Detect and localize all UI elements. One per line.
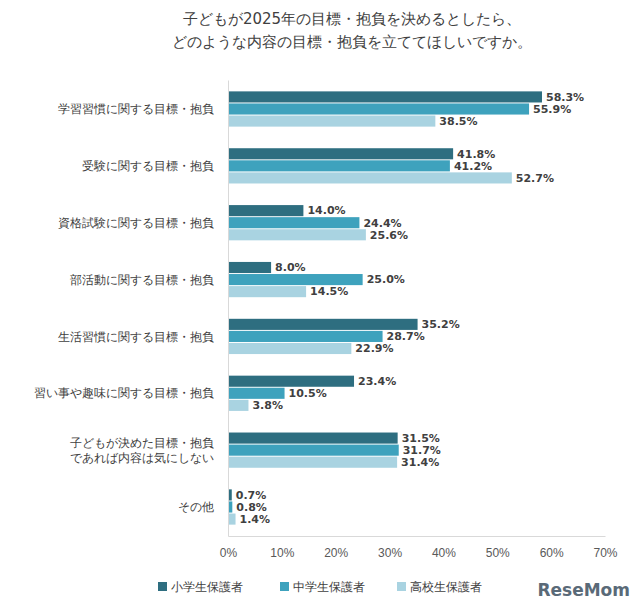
bar xyxy=(228,103,529,114)
data-label: 0.7% xyxy=(236,489,267,502)
tick: 生活習慣に関する目標・抱負 xyxy=(58,330,228,344)
data-label: 14.0% xyxy=(307,204,345,217)
axis-line xyxy=(229,536,606,537)
category-label: 学習習慣に関する目標・抱負 xyxy=(58,102,214,116)
bar xyxy=(228,433,398,444)
tick: その他 xyxy=(178,500,228,514)
title: 子どもが2025年の目標・抱負を決めるとしたら、どのような内容の目標・抱負を立て… xyxy=(172,10,532,51)
legend-label: 小学生保護者 xyxy=(171,580,243,594)
data-label: 10.5% xyxy=(289,387,327,400)
data-label: 3.8% xyxy=(252,399,283,412)
data-label: 38.5% xyxy=(439,115,477,128)
bar xyxy=(228,445,399,456)
bar xyxy=(228,343,351,354)
chart: 子どもが2025年の目標・抱負を決めるとしたら、どのような内容の目標・抱負を立て… xyxy=(0,0,640,612)
data-label: 31.5% xyxy=(402,432,440,445)
bar xyxy=(228,262,271,273)
tick: 学習習慣に関する目標・抱負 xyxy=(58,102,228,116)
category-label: 部活動に関する目標・抱負 xyxy=(70,273,214,287)
legend-swatch xyxy=(397,582,406,591)
bar xyxy=(228,116,435,127)
bar xyxy=(228,457,397,468)
data-label: 14.5% xyxy=(310,285,348,298)
bar xyxy=(228,514,236,525)
bar xyxy=(228,160,450,171)
tick: 資格試験に関する目標・抱負 xyxy=(58,216,228,230)
axis-line xyxy=(228,81,229,537)
tick: 40% xyxy=(432,536,456,560)
data-label: 35.2% xyxy=(422,318,460,331)
data-label: 25.0% xyxy=(367,273,405,286)
legend-label: 中学生保護者 xyxy=(293,580,365,594)
tick: 70% xyxy=(593,536,617,560)
legend-swatch xyxy=(158,582,167,591)
bar xyxy=(228,274,363,285)
data-label: 31.4% xyxy=(401,456,439,469)
bar xyxy=(228,148,453,159)
data-label: 41.2% xyxy=(454,160,492,173)
legend-swatch xyxy=(280,582,289,591)
category-label: 資格試験に関する目標・抱負 xyxy=(58,216,214,230)
bar xyxy=(228,319,418,330)
tick: 習い事や趣味に関する目標・抱負 xyxy=(34,386,228,400)
tick: 0% xyxy=(220,536,238,560)
data-label: 23.4% xyxy=(358,375,396,388)
tick-label: 10% xyxy=(270,546,294,560)
x-axis: 0% 10% 20% 30% 40% 50% 60% 70% xyxy=(220,536,618,560)
bar xyxy=(228,91,542,102)
bar xyxy=(228,400,248,411)
data-label: 24.4% xyxy=(363,217,401,230)
category-label: 習い事や趣味に関する目標・抱負 xyxy=(34,386,214,400)
tick-label: 70% xyxy=(593,546,617,560)
data-label: 28.7% xyxy=(387,330,425,343)
tick-label: 50% xyxy=(486,546,510,560)
tick-label: 20% xyxy=(324,546,348,560)
y-axis: 学習習慣に関する目標・抱負受験に関する目標・抱負資格試験に関する目標・抱負部活動… xyxy=(34,81,229,537)
tick: 20% xyxy=(324,536,348,560)
bar xyxy=(228,172,512,183)
data-label: 25.6% xyxy=(370,229,408,242)
category-label: 受験に関する目標・抱負 xyxy=(82,159,214,173)
annotation: ReseMom xyxy=(537,580,630,600)
data-label: 31.7% xyxy=(403,444,441,457)
bar xyxy=(228,217,359,228)
tick: 60% xyxy=(540,536,564,560)
tick: 子どもが決めた目標・抱負であれば内容は気にしない xyxy=(70,436,228,464)
tick: 50% xyxy=(486,536,510,560)
bar xyxy=(228,376,354,387)
tick: 部活動に関する目標・抱負 xyxy=(70,273,228,287)
legend: 小学生保護者 中学生保護者 高校生保護者 xyxy=(158,580,482,594)
tick-label: 60% xyxy=(540,546,564,560)
legend-label: 高校生保護者 xyxy=(410,580,482,594)
tick: 10% xyxy=(270,536,294,560)
data-label: 0.8% xyxy=(236,501,267,514)
data-label: 1.4% xyxy=(240,513,271,526)
category-label: その他 xyxy=(178,500,214,514)
bar xyxy=(228,229,366,240)
bar xyxy=(228,388,285,399)
bars xyxy=(228,91,542,524)
tick-label: 0% xyxy=(220,546,238,560)
bar xyxy=(228,286,306,297)
data-label: 8.0% xyxy=(275,261,306,274)
tick: 受験に関する目標・抱負 xyxy=(82,159,228,173)
tick: 30% xyxy=(378,536,402,560)
tick-label: 30% xyxy=(378,546,402,560)
data-label: 55.9% xyxy=(533,103,571,116)
category-label: 子どもが決めた目標・抱負であれば内容は気にしない xyxy=(70,436,214,464)
data-label: 58.3% xyxy=(546,91,584,104)
bar xyxy=(228,205,303,216)
tick-label: 40% xyxy=(432,546,456,560)
data-label: 52.7% xyxy=(516,172,554,185)
category-label: 生活習慣に関する目標・抱負 xyxy=(58,330,214,344)
data-label: 41.8% xyxy=(457,148,495,161)
bar xyxy=(228,331,383,342)
data-label: 22.9% xyxy=(355,342,393,355)
data-labels: 58.3% 41.8% 14.0% 8.0% 35.2% 23.4% 31.5% 0.7% 55… xyxy=(236,91,584,526)
